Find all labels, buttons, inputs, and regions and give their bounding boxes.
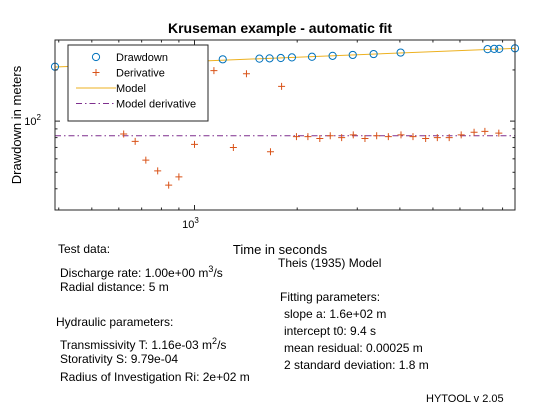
derivative-point [457,131,465,139]
radius-of-investigation: Radius of Investigation Ri: 2e+02 m [60,370,250,384]
legend-derivative-swatch [92,69,100,76]
mean-residual: mean residual: 0.00025 m [284,341,423,355]
derivative-point [422,135,430,143]
derivative-point [397,131,405,139]
derivative-point [481,127,489,135]
data-layer [50,44,520,189]
hydraulic-heading: Hydraulic parameters: [56,315,174,329]
discharge-rate-unit: /s [213,266,223,280]
transmissivity-text: Transmissivity T: 1.16e-03 m [60,338,213,352]
legend-drawdown-label: Drawdown [116,52,168,64]
derivative-point [120,130,128,138]
derivative-point [131,137,139,145]
drawdown-point [490,44,499,53]
drawdown-point [495,44,504,53]
standard-deviation: 2 standard deviation: 1.8 m [284,358,429,372]
drawdown-point [287,53,297,62]
drawdown-point [369,49,378,59]
legend: Drawdown Derivative Model Model derivative [67,44,209,122]
discharge-rate: Discharge rate: 1.00e+00 m3/s [60,262,223,280]
derivative-point [304,133,312,141]
derivative-point [470,128,478,136]
derivative-point [409,133,417,141]
drawdown-point [307,52,317,61]
discharge-rate-exponent: 3 [208,264,214,274]
derivative-point [433,134,441,142]
chart-title: Kruseman example - automatic fit [168,20,392,36]
derivative-point [210,67,218,75]
derivative-point [154,167,162,175]
derivative-point [266,148,274,156]
derivative-point [384,133,392,141]
derivative-point [338,134,346,142]
drawdown-point [255,54,264,63]
derivative-point [361,135,369,143]
derivative-point [445,134,453,142]
drawdown-point [218,55,227,64]
storativity: Storativity S: 9.79e-04 [60,352,179,366]
legend-drawdown-swatch [91,52,101,62]
test-data-heading: Test data: [58,242,111,256]
legend-derivative-label: Derivative [116,68,165,80]
derivative-point [326,132,334,140]
derivative-point [373,132,381,140]
drawdown-point [483,45,492,54]
y-tick-label: 102 [24,113,41,128]
model-name: Theis (1935) Model [278,256,382,270]
derivative-point [191,140,199,148]
drawdown-point [396,48,405,57]
plot-frame [54,39,516,211]
legend-box [67,44,209,122]
legend-model-derivative-label: Model derivative [116,99,196,111]
legend-model-label: Model [116,83,146,95]
drawdown-point [276,53,285,63]
intercept: intercept t0: 9.4 s [284,324,377,338]
radial-distance: Radial distance: 5 m [60,280,169,294]
version-label: HYTOOL v 2.05 [426,393,504,405]
transmissivity-unit: /s [217,338,227,352]
x-tick-label: 103 [182,216,199,231]
fitting-heading: Fitting parameters: [280,290,381,304]
y-axis-label: Drawdown in meters [9,65,24,184]
drawdown-point [265,54,274,63]
derivative-point [495,129,503,137]
derivative-point [278,82,286,90]
transmissivity: Transmissivity T: 1.16e-03 m2/s [60,334,226,352]
derivative-point [242,70,250,78]
drawdown-point [348,50,357,60]
transmissivity-exponent: 2 [212,336,218,346]
derivative-point [292,133,300,141]
derivative-point [229,143,237,151]
derivative-point [142,156,150,164]
x-axis-label: Time in seconds [233,242,328,257]
slope: slope a: 1.6e+02 m [284,307,387,321]
derivative-point [175,173,183,181]
drawdown-point [328,51,337,60]
discharge-rate-text: Discharge rate: 1.00e+00 m [60,266,209,280]
derivative-point [316,135,324,143]
derivative-point [349,131,357,139]
derivative-point [165,181,173,189]
